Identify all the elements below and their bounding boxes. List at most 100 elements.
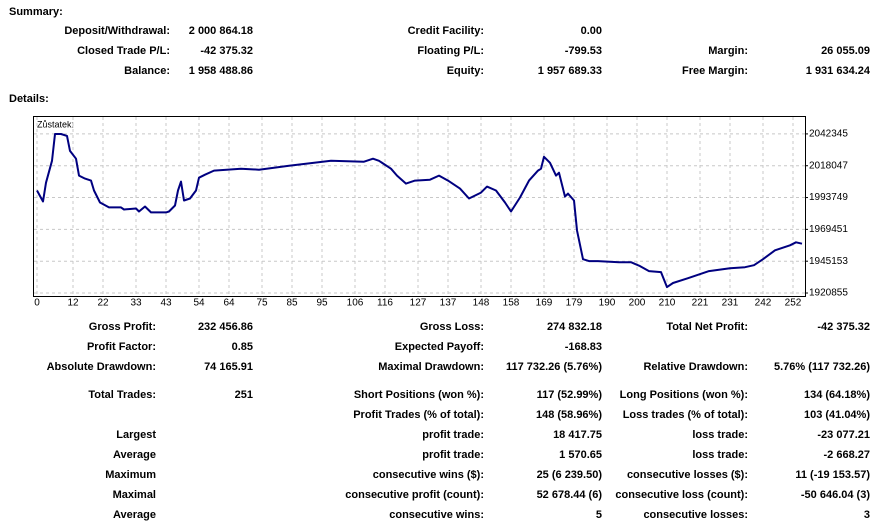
x-tick-label: 231 xyxy=(722,298,739,309)
x-tick-label: 242 xyxy=(755,298,772,309)
field-value: 5 xyxy=(596,509,602,521)
field-value: 274 832.18 xyxy=(547,321,602,333)
field-value: 25 (6 239.50) xyxy=(537,469,603,481)
field-label: Balance: xyxy=(124,65,170,77)
x-tick-label: 252 xyxy=(785,298,802,309)
field-label: Floating P/L: xyxy=(417,45,484,57)
y-tick-label: 1993749 xyxy=(809,192,848,203)
x-tick-label: 106 xyxy=(347,298,364,309)
field-label: Average xyxy=(113,449,156,461)
y-tick-label: 2018047 xyxy=(809,160,848,171)
y-tick-label: 2042345 xyxy=(809,129,848,140)
field-label: profit trade: xyxy=(422,429,484,441)
field-label: Largest xyxy=(116,429,156,441)
x-tick-label: 75 xyxy=(256,298,268,309)
field-value: 11 (-19 153.57) xyxy=(795,469,870,481)
field-label: loss trade: xyxy=(692,449,748,461)
field-value: 232 456.86 xyxy=(198,321,253,333)
field-value: 5.76% (117 732.26) xyxy=(774,361,870,373)
x-tick-label: 221 xyxy=(692,298,709,309)
field-label: profit trade: xyxy=(422,449,484,461)
field-value: -23 077.21 xyxy=(817,429,870,441)
field-value: -42 375.32 xyxy=(200,45,253,57)
x-tick-label: 210 xyxy=(659,298,676,309)
field-value: 103 (41.04%) xyxy=(804,409,870,421)
x-tick-label: 179 xyxy=(566,298,583,309)
field-label: Profit Factor: xyxy=(87,341,156,353)
field-label: Gross Loss: xyxy=(420,321,484,333)
field-value: 1 931 634.24 xyxy=(806,65,871,77)
field-value: -2 668.27 xyxy=(824,449,870,461)
x-tick-label: 116 xyxy=(377,298,393,309)
details-title: Details: xyxy=(9,93,49,105)
x-tick-label: 137 xyxy=(440,298,457,309)
chart-frame xyxy=(33,116,806,297)
x-tick-label: 64 xyxy=(223,298,235,309)
field-label: Free Margin: xyxy=(682,65,748,77)
x-tick-label: 127 xyxy=(410,298,427,309)
x-tick-label: 190 xyxy=(599,298,616,309)
x-tick-label: 54 xyxy=(193,298,205,309)
y-tick-label: 1969451 xyxy=(809,224,848,235)
x-tick-label: 0 xyxy=(34,298,40,309)
x-tick-label: 169 xyxy=(536,298,553,309)
chart-label: Zůstatek: xyxy=(37,119,74,129)
field-label: Equity: xyxy=(447,65,484,77)
field-label: Maximal Drawdown: xyxy=(378,361,484,373)
x-tick-label: 12 xyxy=(67,298,79,309)
field-label: Short Positions (won %): xyxy=(354,389,484,401)
field-label: Margin: xyxy=(708,45,748,57)
field-label: Expected Payoff: xyxy=(395,341,484,353)
field-label: Credit Facility: xyxy=(408,25,484,37)
field-value: 0.85 xyxy=(232,341,253,353)
field-value: 26 055.09 xyxy=(821,45,870,57)
field-value: 1 570.65 xyxy=(559,449,602,461)
field-label: consecutive profit (count): xyxy=(345,489,484,501)
field-label: consecutive wins: xyxy=(389,509,484,521)
field-value: 251 xyxy=(235,389,253,401)
field-value: 1 957 689.33 xyxy=(538,65,602,77)
field-label: Absolute Drawdown: xyxy=(47,361,156,373)
field-value: 18 417.75 xyxy=(553,429,602,441)
field-value: -50 646.04 (3) xyxy=(801,489,870,501)
x-tick-label: 200 xyxy=(629,298,646,309)
field-label: loss trade: xyxy=(692,429,748,441)
field-value: 1 958 488.86 xyxy=(189,65,253,77)
field-label: consecutive losses ($): xyxy=(627,469,748,481)
x-tick-label: 22 xyxy=(97,298,109,309)
field-label: Total Net Profit: xyxy=(666,321,748,333)
field-value: 74 165.91 xyxy=(204,361,253,373)
field-label: Deposit/Withdrawal: xyxy=(64,25,170,37)
field-label: Closed Trade P/L: xyxy=(77,45,170,57)
x-tick-label: 158 xyxy=(503,298,520,309)
field-value: 3 xyxy=(864,509,870,521)
field-label: Profit Trades (% of total): xyxy=(353,409,484,421)
field-value: 134 (64.18%) xyxy=(804,389,870,401)
balance-line xyxy=(36,133,803,289)
field-label: Total Trades: xyxy=(88,389,156,401)
field-value: 0.00 xyxy=(581,25,602,37)
field-label: Gross Profit: xyxy=(89,321,156,333)
field-label: Maximal xyxy=(113,489,156,501)
x-tick-label: 33 xyxy=(130,298,142,309)
field-label: Long Positions (won %): xyxy=(620,389,748,401)
field-label: Maximum xyxy=(105,469,156,481)
field-value: 52 678.44 (6) xyxy=(537,489,603,501)
x-tick-label: 95 xyxy=(316,298,328,309)
x-tick-label: 43 xyxy=(160,298,172,309)
field-value: 117 732.26 (5.76%) xyxy=(506,361,602,373)
x-tick-label: 85 xyxy=(286,298,298,309)
field-value: 2 000 864.18 xyxy=(189,25,253,37)
field-label: Average xyxy=(113,509,156,521)
field-label: consecutive wins ($): xyxy=(373,469,484,481)
y-tick-label: 1945153 xyxy=(809,256,848,267)
field-value: 148 (58.96%) xyxy=(536,409,602,421)
field-label: Relative Drawdown: xyxy=(643,361,748,373)
x-tick-label: 148 xyxy=(473,298,490,309)
field-value: -168.83 xyxy=(565,341,602,353)
field-label: consecutive losses: xyxy=(643,509,748,521)
field-label: Loss trades (% of total): xyxy=(623,409,748,421)
field-value: 117 (52.99%) xyxy=(537,389,603,401)
field-label: consecutive loss (count): xyxy=(615,489,748,501)
summary-title: Summary: xyxy=(9,6,63,18)
